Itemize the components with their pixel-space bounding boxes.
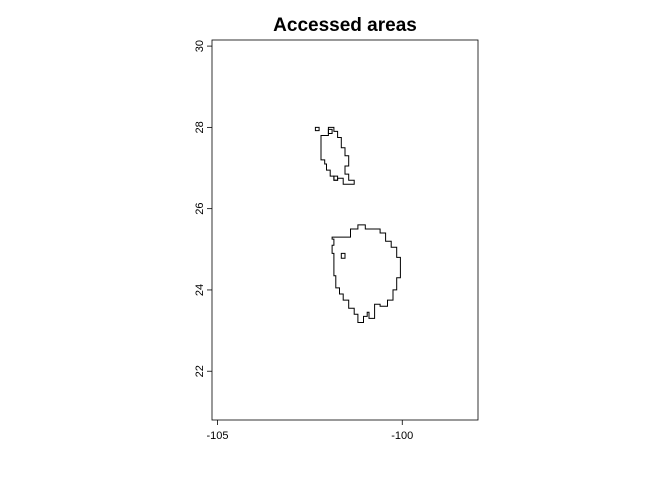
x-axis: -105 -100 [207, 420, 413, 442]
x-tick-label: -105 [207, 430, 229, 442]
x-tick-label: -100 [391, 430, 413, 442]
region-north-area [314, 126, 355, 185]
plot-frame [211, 39, 479, 421]
region-outline [320, 126, 355, 185]
y-tick-label: 28 [194, 121, 206, 133]
region-island [340, 252, 346, 259]
region-hole [333, 175, 339, 181]
y-tick-label: 26 [194, 203, 206, 215]
regions-layer [314, 126, 401, 323]
region-outline [331, 224, 401, 323]
y-tick-label: 24 [194, 284, 206, 296]
chart-title: Accessed areas [273, 15, 417, 36]
y-tick-label: 30 [194, 40, 206, 52]
y-axis: 22 24 26 28 30 [194, 40, 212, 377]
region-island [327, 128, 333, 134]
region-south-area [331, 224, 401, 323]
region-island [314, 126, 320, 132]
y-tick-label: 22 [194, 365, 206, 377]
